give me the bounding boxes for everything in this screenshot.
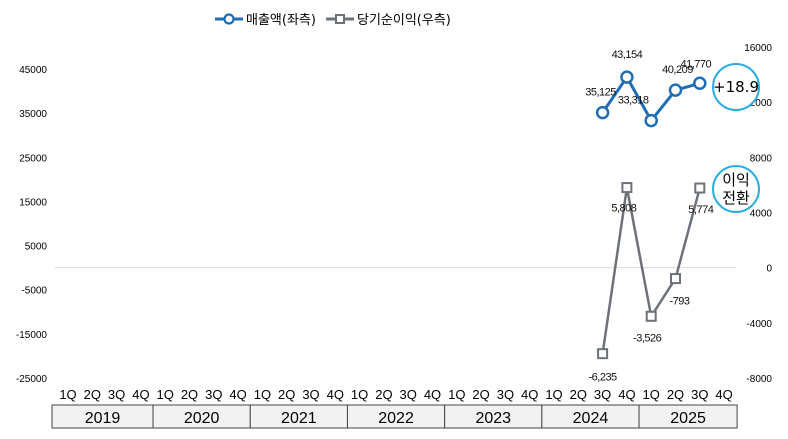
year-label: 2021 <box>281 410 317 427</box>
quarter-tick-label: 2Q <box>570 387 587 402</box>
quarter-tick-label: 1Q <box>59 387 76 402</box>
revenue-point <box>693 76 707 91</box>
left-axis-tick-label: 25000 <box>19 153 47 164</box>
right-axis-tick-label: 12000 <box>744 98 772 109</box>
quarter-tick-label: 4Q <box>327 387 344 402</box>
net-income-point <box>694 182 706 194</box>
quarter-tick-label: 3Q <box>302 387 319 402</box>
quarter-tick-label: 2Q <box>667 387 684 402</box>
quarter-tick-label: 4Q <box>715 387 732 402</box>
left-axis-tick-label: -5000 <box>21 286 47 297</box>
legend-net-income-marker <box>335 14 345 24</box>
revenue-point <box>595 105 610 120</box>
quarter-tick-label: 4Q <box>229 387 246 402</box>
revenue-data-label: 33,318 <box>618 95 649 107</box>
quarter-tick-label: 4Q <box>618 387 635 402</box>
quarter-tick-label: 3Q <box>400 387 417 402</box>
revenue-point <box>668 83 683 97</box>
right-axis-tick-label: 4000 <box>750 209 773 220</box>
revenue-data-label: 35,125 <box>585 87 616 99</box>
annotation-text: 이익 <box>722 171 750 189</box>
revenue-data-label: 43,154 <box>612 49 643 61</box>
quarter-tick-label: 1Q <box>157 387 174 402</box>
net-income-data-label: -6,235 <box>588 372 617 384</box>
year-label: 2022 <box>378 410 414 427</box>
net-income-data-label: 5,808 <box>611 203 636 215</box>
quarter-tick-label: 4Q <box>521 387 538 402</box>
year-label: 2025 <box>670 410 706 427</box>
right-axis-tick-label: -8000 <box>746 374 772 385</box>
net-income-data-label: -793 <box>669 296 689 308</box>
quarter-tick-label: 1Q <box>643 387 660 402</box>
revenue-data-label: 41,770 <box>680 58 711 70</box>
quarter-tick-label: 2Q <box>375 387 392 402</box>
quarter-tick-label: 1Q <box>254 387 271 402</box>
right-axis-tick-label: 16000 <box>744 43 772 54</box>
quarter-tick-label: 2Q <box>181 387 198 402</box>
quarter-tick-label: 4Q <box>424 387 441 402</box>
quarter-tick-label: 4Q <box>132 387 149 402</box>
quarter-tick-label: 1Q <box>351 387 368 402</box>
quarter-tick-label: 2Q <box>84 387 101 402</box>
annotation-text: +18.9 <box>713 78 759 96</box>
year-box <box>638 404 738 429</box>
left-axis-tick-label: -25000 <box>16 374 48 385</box>
left-axis-tick-label: 15000 <box>19 197 47 208</box>
annotation-text: 전환 <box>722 189 750 207</box>
year-label: 2020 <box>184 410 220 427</box>
net-income-point <box>597 348 609 360</box>
right-axis-tick-label: 8000 <box>750 153 773 164</box>
left-axis-tick-label: -15000 <box>16 330 48 341</box>
year-label: 2024 <box>573 410 609 427</box>
year-label: 2023 <box>475 410 511 427</box>
net-income-point <box>621 182 633 194</box>
quarter-tick-label: 3Q <box>691 387 708 402</box>
net-income-data-label: -3,526 <box>633 332 662 344</box>
net-income-point <box>645 310 657 322</box>
quarter-tick-label: 1Q <box>545 387 562 402</box>
revenue-point <box>644 113 658 128</box>
annotation-badge <box>712 63 760 111</box>
legend-revenue-marker <box>223 13 235 25</box>
quarter-tick-label: 3Q <box>594 387 611 402</box>
revenue-data-label: 40,209 <box>662 64 693 76</box>
net-income-data-label: 5,774 <box>688 204 713 216</box>
quarter-tick-label: 2Q <box>278 387 295 402</box>
quarter-tick-label: 2Q <box>472 387 489 402</box>
quarter-tick-label: 1Q <box>448 387 465 402</box>
right-axis-tick-label: -4000 <box>746 319 772 330</box>
net-income-point <box>670 273 681 285</box>
annotation-badge <box>712 165 760 213</box>
left-axis-tick-label: 35000 <box>19 109 47 120</box>
quarter-tick-label: 3Q <box>497 387 514 402</box>
left-axis-tick-label: 45000 <box>19 65 47 76</box>
quarter-tick-label: 3Q <box>108 387 125 402</box>
legend-net-income-label: 당기순이익(우측) <box>357 13 451 28</box>
left-axis-tick-label: 5000 <box>25 242 48 253</box>
legend-revenue-label: 매출액(좌측) <box>246 13 316 28</box>
year-label: 2019 <box>85 410 121 427</box>
revenue-point <box>620 70 634 84</box>
right-axis-tick-label: 0 <box>766 264 772 275</box>
quarter-tick-label: 3Q <box>205 387 222 402</box>
